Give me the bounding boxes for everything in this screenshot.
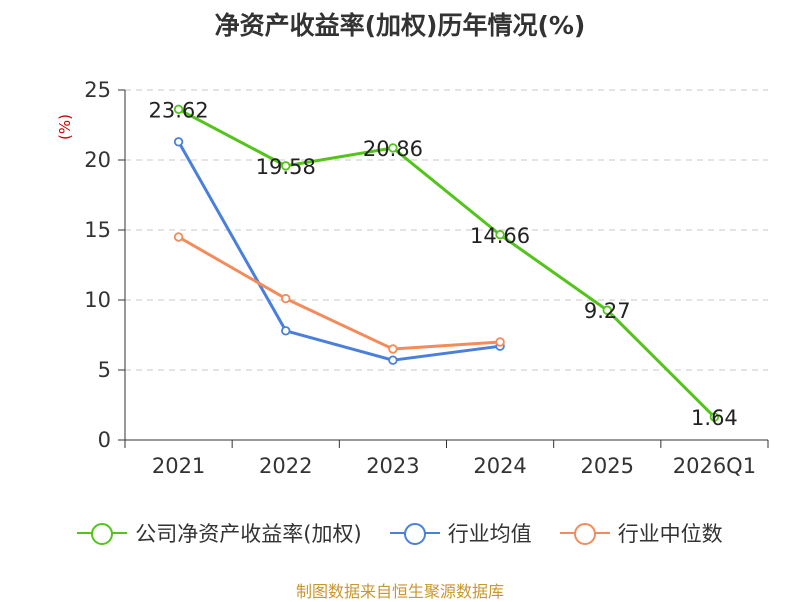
data-label-0-2021: 23.62 [149, 98, 209, 122]
point-0-2026Q1 [709, 412, 720, 422]
chart-title: 净资产收益率(加权)历年情况(%) [214, 11, 586, 40]
series-line-0 [177, 107, 716, 419]
legend-label-industry-median: 行业中位数 [617, 522, 723, 546]
legend: 公司净资产收益率(加权) 行业均值 行业中位数 [0, 518, 800, 548]
source-note: 制图数据来自恒生聚源数据库 [295, 582, 504, 601]
x-tick-label-2025: 2025 [581, 454, 634, 478]
point-1-2022 [281, 326, 291, 336]
x-tick-label-2026Q1: 2026Q1 [673, 454, 756, 478]
data-label-0-2022: 19.58 [256, 155, 316, 179]
data-label-0-2025: 9.27 [584, 299, 631, 323]
series-lines [173, 104, 720, 422]
point-0-2024 [495, 230, 505, 240]
series-line-1 [177, 141, 501, 362]
y-axis-label: (%) [56, 114, 74, 140]
point-1-2023 [388, 355, 398, 365]
point-0-2022 [281, 161, 291, 171]
point-2-2023 [388, 344, 398, 354]
y-tick-label-15: 15 [84, 218, 111, 242]
point-0-2023 [388, 143, 398, 153]
legend-marker-industry-median [559, 522, 610, 545]
point-0-2021 [173, 104, 184, 115]
data-label-0-2026Q1: 1.64 [691, 406, 738, 430]
point-2-2022 [281, 293, 291, 304]
x-tick-label-2022: 2022 [259, 454, 312, 478]
point-2-2021 [173, 232, 184, 242]
legend-marker-company [77, 522, 128, 545]
data-labels: 23.62 19.58 20.86 14.66 9.27 1.64 [149, 98, 738, 430]
legend-item-industry-mean[interactable]: 行业均值 [389, 518, 532, 548]
gridlines [125, 89, 768, 371]
y-tick-label-25: 25 [84, 78, 111, 102]
y-tick-label-5: 5 [98, 358, 111, 382]
legend-label-company: 公司净资产收益率(加权) [135, 522, 362, 546]
data-label-0-2023: 20.86 [363, 137, 423, 161]
legend-item-company[interactable]: 公司净资产收益率(加权) [77, 518, 362, 548]
point-0-2025 [602, 305, 612, 315]
legend-item-industry-median[interactable]: 行业中位数 [559, 518, 723, 548]
x-tick-label-2021: 2021 [152, 454, 205, 478]
legend-marker-industry-mean [389, 522, 440, 545]
y-tick-label-20: 20 [84, 148, 111, 172]
point-2-2024 [495, 337, 505, 347]
point-1-2021 [173, 137, 184, 147]
series-line-2 [177, 235, 501, 351]
x-tick-label-2024: 2024 [473, 454, 526, 478]
y-tick-label-0: 0 [98, 428, 111, 452]
data-label-0-2024: 14.66 [470, 224, 530, 248]
y-tick-label-10: 10 [84, 288, 111, 312]
legend-label-industry-mean: 行业均值 [447, 522, 532, 546]
x-tick-label-2023: 2023 [366, 454, 419, 478]
